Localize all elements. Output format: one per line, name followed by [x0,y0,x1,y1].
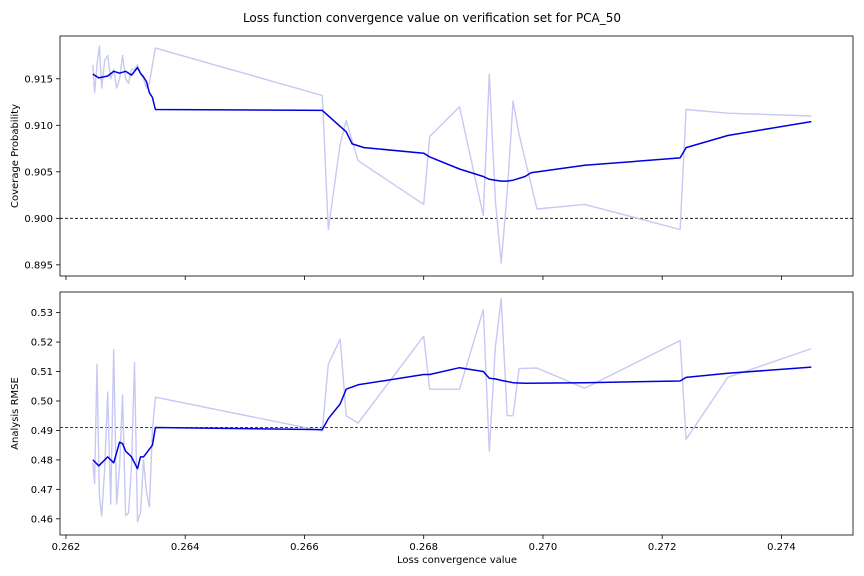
raw-series-line [92,297,812,523]
x-tick-label: 0.266 [290,542,319,553]
y-tick-label: 0.900 [24,214,53,225]
x-tick-label: 0.262 [52,542,81,553]
y-tick-label: 0.53 [31,308,53,319]
figure-title: Loss function convergence value on verif… [243,11,621,25]
smoothed-series-line [92,366,812,470]
y-tick-label: 0.47 [31,485,53,496]
y-axis-label: Analysis RMSE [10,377,21,450]
x-tick-label: 0.270 [529,542,558,553]
y-tick-label: 0.915 [24,74,53,85]
x-tick-label: 0.264 [171,542,200,553]
panel-1: 0.895 0.900 0.905 0.910 0.915 Coverage Probab… [10,35,854,280]
smoothed-series-line [92,66,812,182]
y-tick-label: 0.52 [31,338,53,349]
y-axis-label: Coverage Probability [10,104,21,208]
x-tick-label: 0.268 [409,542,438,553]
x-axis-label: Loss convergence value [397,555,517,566]
y-tick-label: 0.48 [31,455,53,466]
y-tick-label: 0.46 [31,514,53,525]
panel-2: 0.262 0.264 0.266 0.268 0.270 0.272 0.274 0.46 0… [10,291,854,553]
raw-series-line [92,45,812,264]
plot-frame [59,291,854,536]
y-tick-label: 0.905 [24,167,53,178]
x-tick-label: 0.274 [767,542,796,553]
panels: 0.895 0.900 0.905 0.910 0.915 Coverage Probab… [10,35,854,553]
y-tick-label: 0.49 [31,426,53,437]
y-tick-label: 0.51 [31,367,53,378]
y-tick-label: 0.910 [24,121,53,132]
x-tick-label: 0.272 [648,542,677,553]
y-tick-label: 0.895 [24,260,53,271]
plot-frame [59,35,854,277]
y-tick-label: 0.50 [31,396,53,407]
